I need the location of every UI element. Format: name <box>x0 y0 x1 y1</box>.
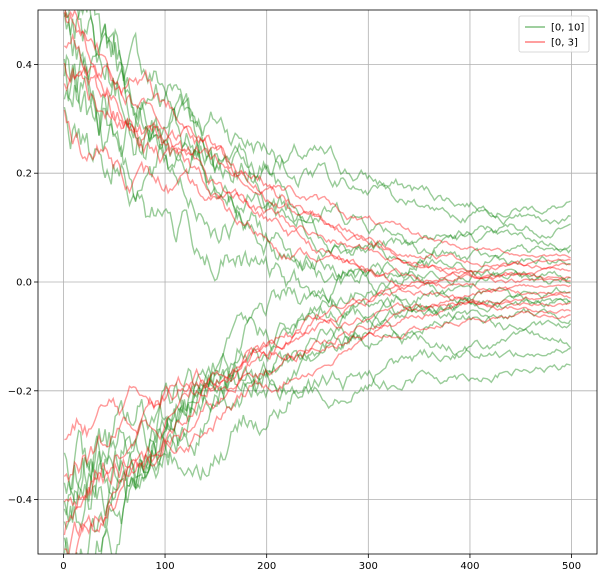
series-line <box>63 286 571 554</box>
axis-ticks: 0 100 200 300 400 500 −0.4 −0.2 0.0 0.2 0.4 <box>8 60 581 572</box>
grid <box>38 10 597 554</box>
series-line <box>72 283 571 554</box>
series-line <box>63 32 571 314</box>
series-line <box>63 62 571 270</box>
series-line <box>63 52 572 253</box>
series-line <box>77 10 571 285</box>
series-line <box>63 106 571 305</box>
x-tick-label: 100 <box>155 561 174 572</box>
series-line <box>63 296 571 531</box>
series-line <box>63 243 572 554</box>
series-line <box>64 293 571 441</box>
series-line <box>63 53 571 266</box>
series-line <box>64 10 571 220</box>
x-tick-label: 500 <box>562 561 581 572</box>
series-line <box>63 10 572 332</box>
series-line <box>63 307 572 506</box>
series-red <box>63 10 571 554</box>
y-tick-label: 0.4 <box>16 60 32 71</box>
series-green <box>63 10 572 554</box>
legend-label: [0, 3] <box>551 38 578 49</box>
series-line <box>63 363 571 492</box>
series-line <box>63 11 571 226</box>
series-line <box>63 11 571 284</box>
series-line <box>63 266 571 510</box>
series-line <box>63 63 571 360</box>
series-line <box>63 310 571 536</box>
y-tick-label: 0.2 <box>16 169 32 180</box>
y-tick-label: −0.2 <box>8 386 32 397</box>
x-tick-label: 400 <box>460 561 479 572</box>
legend-label: [0, 10] <box>551 23 584 34</box>
series-line <box>63 223 571 516</box>
x-tick-label: 300 <box>359 561 378 572</box>
legend: [0, 10] [0, 3] <box>518 15 590 53</box>
legend-box <box>518 15 590 53</box>
x-tick-label: 0 <box>60 561 66 572</box>
x-tick-label: 200 <box>257 561 276 572</box>
series-line <box>63 299 571 483</box>
series-line <box>64 258 571 554</box>
y-tick-label: 0.0 <box>16 278 32 289</box>
series-line <box>63 268 571 529</box>
series-line <box>63 109 571 296</box>
series-line <box>100 328 572 554</box>
y-tick-label: −0.4 <box>8 495 32 506</box>
series-lines <box>63 10 572 554</box>
series-line <box>63 63 571 280</box>
series-line <box>64 10 571 259</box>
